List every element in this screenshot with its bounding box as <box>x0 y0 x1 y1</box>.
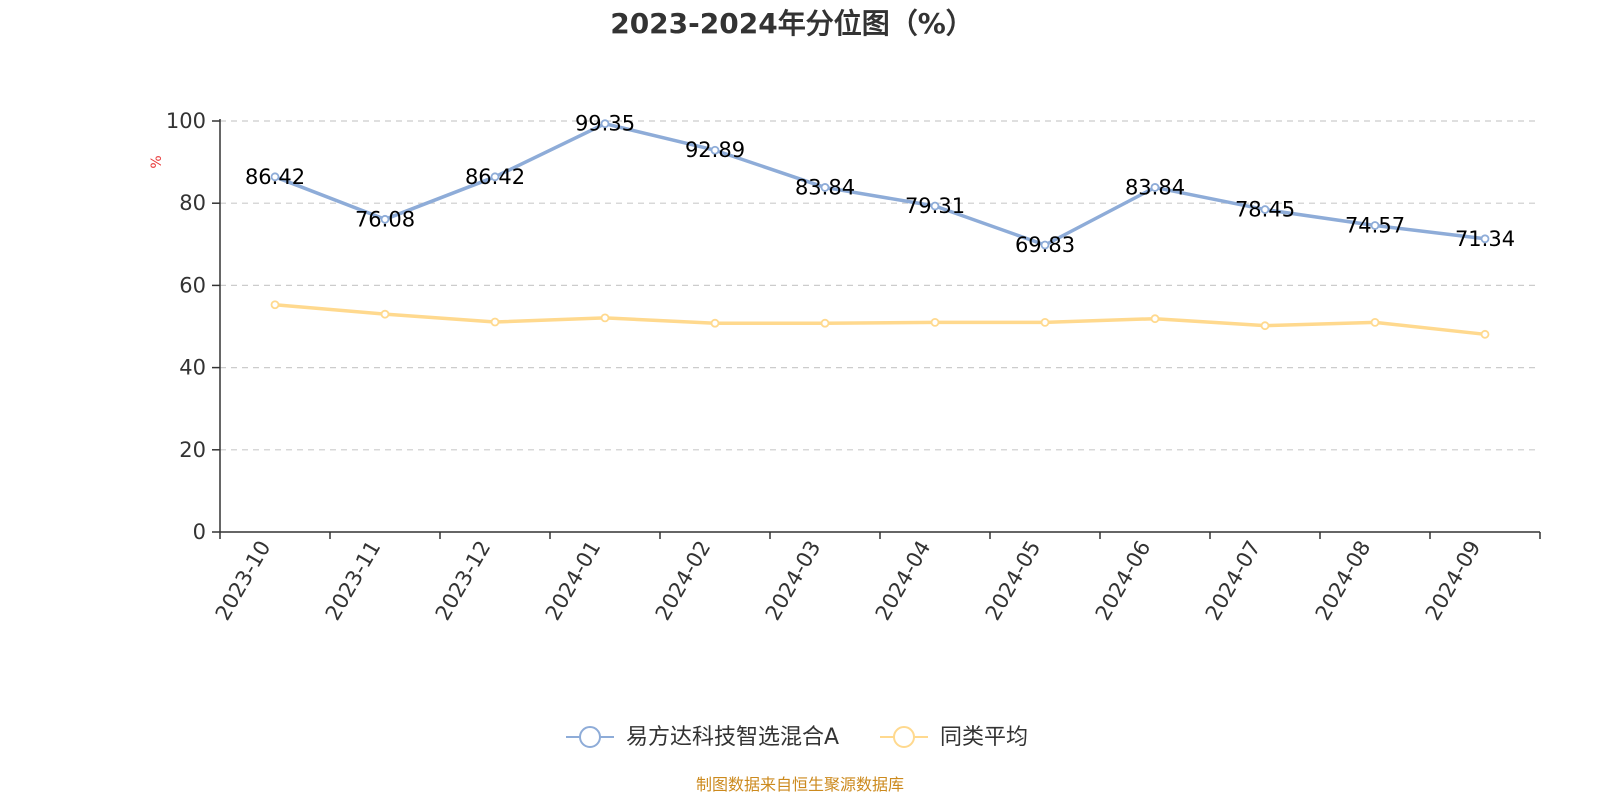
data-point <box>1260 205 1270 214</box>
legend-label-fund: 易方达科技智选混合A <box>626 725 839 750</box>
data-point <box>270 300 280 310</box>
legend-item-fund[interactable]: 易方达科技智选混合A <box>566 725 839 750</box>
y-axis-unit-label: % <box>149 155 165 168</box>
data-point <box>1370 317 1380 327</box>
x-tick-label: 2024-01 <box>541 537 606 625</box>
data-point <box>1040 317 1050 327</box>
legend-marker-fund <box>579 726 601 748</box>
x-tick-label: 2023-11 <box>321 537 386 625</box>
data-label: 71.34 <box>1455 227 1515 251</box>
x-tick-label: 2024-07 <box>1201 537 1266 625</box>
x-tick-label: 2024-09 <box>1421 537 1486 625</box>
grid-lines <box>220 120 1540 451</box>
data-point <box>1480 329 1490 339</box>
data-point <box>490 172 500 182</box>
x-tick-label: 2024-04 <box>871 537 936 625</box>
x-tick-label: 2024-02 <box>651 537 716 625</box>
data-point <box>600 313 610 323</box>
x-tick-label: 2024-05 <box>981 537 1046 625</box>
legend-item-average[interactable]: 同类平均 <box>880 725 1028 750</box>
data-point <box>270 172 280 182</box>
legend-label-average: 同类平均 <box>940 725 1028 750</box>
y-tick-label: 20 <box>179 438 206 462</box>
data-point <box>710 145 720 155</box>
data-point <box>1260 321 1270 331</box>
y-tick-label: 40 <box>179 356 206 380</box>
legend-marker-average <box>893 726 915 748</box>
y-tick-label: 80 <box>179 191 206 215</box>
data-label: 86.42 <box>465 165 525 189</box>
data-label: 83.84 <box>795 175 855 199</box>
data-point <box>380 309 390 319</box>
series-lines <box>270 119 1490 339</box>
data-point <box>930 317 940 327</box>
source-note: 制图数据来自恒生聚源数据库 <box>696 775 904 794</box>
data-point <box>380 214 390 224</box>
data-label: 79.31 <box>905 194 965 218</box>
y-tick-label: 60 <box>179 273 206 297</box>
x-tick-label: 2023-10 <box>211 537 276 625</box>
data-point <box>930 201 940 211</box>
data-label: 86.42 <box>245 165 305 189</box>
data-point <box>1150 314 1160 324</box>
x-tick-label: 2023-12 <box>431 537 496 625</box>
x-tick-label: 2024-03 <box>761 537 826 625</box>
data-label: 83.84 <box>1125 175 1185 199</box>
data-point <box>600 119 610 129</box>
data-point <box>490 317 500 327</box>
series-line <box>273 302 1487 337</box>
data-point <box>820 318 830 328</box>
data-label: 76.08 <box>355 207 415 231</box>
y-tick-label: 100 <box>166 109 206 133</box>
data-point <box>1480 234 1490 244</box>
data-label: 92.89 <box>685 138 745 162</box>
chart-title: 2023-2024年分位图（%） <box>610 7 974 40</box>
data-labels: 86.42 76.08 86.42 99.35 92.89 83.84 79.31 69.83… <box>245 112 1515 257</box>
y-tick-label: 0 <box>193 520 206 544</box>
data-point <box>1150 183 1160 192</box>
legend: 易方达科技智选混合A 同类平均 <box>566 725 1028 750</box>
data-label: 99.35 <box>575 112 635 136</box>
data-point <box>1040 240 1050 250</box>
x-tick-label: 2024-08 <box>1311 537 1376 625</box>
data-label: 78.45 <box>1235 198 1295 222</box>
data-point <box>1370 221 1380 230</box>
data-point <box>820 183 830 192</box>
series-line <box>273 121 1487 247</box>
data-label: 69.83 <box>1015 233 1075 257</box>
x-tick-label: 2024-06 <box>1091 537 1156 625</box>
data-point <box>710 318 720 328</box>
data-label: 74.57 <box>1345 214 1405 238</box>
